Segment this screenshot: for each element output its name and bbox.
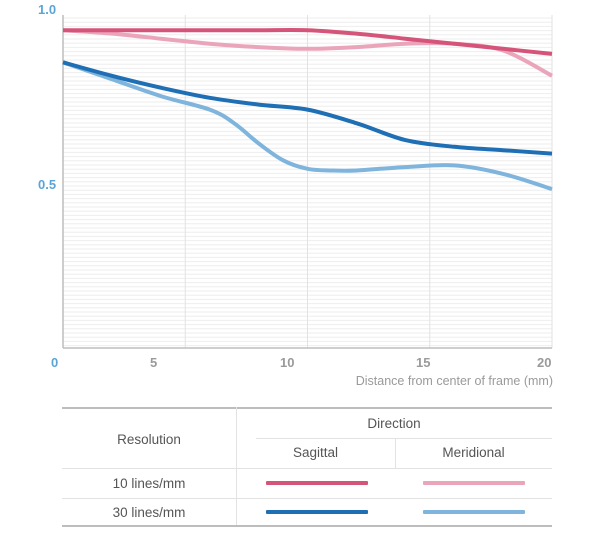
chart-axes — [62, 15, 552, 349]
legend-rule — [62, 468, 552, 469]
legend-table: Resolution Direction Sagittal Meridional… — [62, 407, 552, 527]
legend-rule — [62, 498, 552, 499]
legend-divider — [236, 407, 237, 527]
legend-bottom-rule — [62, 525, 552, 527]
legend-direction-header: Direction — [367, 416, 421, 431]
legend-row-label: 10 lines/mm — [112, 476, 186, 491]
chart-ticks: 1.0 0.5 0 5 10 15 20 — [38, 2, 551, 370]
x-axis-label: Distance from center of frame (mm) — [356, 374, 553, 388]
series-line-30-lines-mm-meridional — [62, 60, 553, 192]
legend-row-label: 30 lines/mm — [112, 505, 186, 520]
x-tick-label: 0 — [51, 355, 58, 370]
x-tick-label: 20 — [537, 355, 551, 370]
series-line-30-lines-mm-sagittal — [62, 60, 553, 156]
x-tick-label: 5 — [150, 355, 157, 370]
legend-col-sagittal: Sagittal — [292, 445, 339, 460]
series-line-10-lines-mm-sagittal — [62, 27, 553, 56]
y-tick-label: 1.0 — [38, 2, 56, 17]
legend-swatch-30-meridional — [423, 510, 525, 514]
chart-grid — [63, 15, 553, 348]
x-tick-label: 10 — [280, 355, 294, 370]
y-tick-label: 0.5 — [38, 177, 56, 192]
legend-col-meridional: Meridional — [442, 445, 505, 460]
legend-swatch-10-sagittal — [266, 481, 368, 485]
legend-rule — [256, 438, 552, 439]
legend-swatch-10-meridional — [423, 481, 525, 485]
legend-row-header: Resolution — [117, 432, 181, 447]
x-tick-label: 15 — [416, 355, 430, 370]
mtf-chart: 1.0 0.5 0 5 10 15 20 Distance from cente… — [38, 2, 553, 388]
legend-swatch-30-sagittal — [266, 510, 368, 514]
legend-divider — [395, 438, 396, 468]
legend-top-rule — [62, 407, 552, 409]
chart-series — [62, 27, 553, 192]
